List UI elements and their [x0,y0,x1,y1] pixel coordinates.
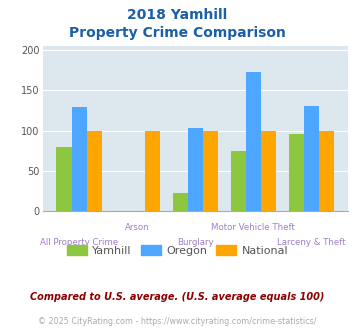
Bar [246,72,261,211]
Bar [56,147,72,211]
Bar [145,131,160,211]
Bar [261,131,276,211]
Text: 2018 Yamhill: 2018 Yamhill [127,8,228,22]
Text: © 2025 CityRating.com - https://www.cityrating.com/crime-statistics/: © 2025 CityRating.com - https://www.city… [38,317,317,326]
Bar [173,193,188,211]
Text: Arson: Arson [125,223,149,232]
Bar [319,131,334,211]
Text: Burglary: Burglary [177,238,214,247]
Bar [203,131,218,211]
Text: Compared to U.S. average. (U.S. average equals 100): Compared to U.S. average. (U.S. average … [30,292,325,302]
Bar [87,131,102,211]
Text: Larceny & Theft: Larceny & Theft [277,238,346,247]
Bar [304,106,319,211]
Bar [289,134,304,211]
Text: Property Crime Comparison: Property Crime Comparison [69,26,286,40]
Legend: Yamhill, Oregon, National: Yamhill, Oregon, National [62,241,293,260]
Text: Motor Vehicle Theft: Motor Vehicle Theft [211,223,295,232]
Bar [188,128,203,211]
Text: All Property Crime: All Property Crime [40,238,118,247]
Bar [231,151,246,211]
Bar [72,107,87,211]
